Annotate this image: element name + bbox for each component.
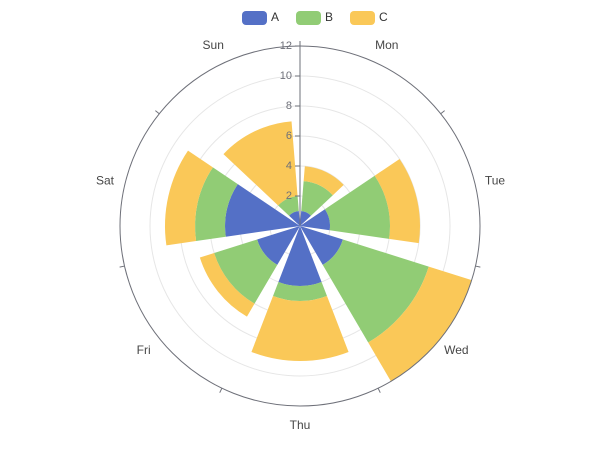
bar-segment-b-thu[interactable] xyxy=(273,281,327,301)
bar-segment-a-wed[interactable] xyxy=(300,226,343,265)
legend-label: C xyxy=(379,10,388,24)
bar-segment-c-thu[interactable] xyxy=(251,295,349,361)
legend-item-c[interactable]: C xyxy=(350,10,388,25)
radial-tick-label: 10 xyxy=(280,70,292,82)
bar-segment-a-thu[interactable] xyxy=(278,226,322,287)
legend-label: A xyxy=(271,10,279,24)
bar-segment-a-fri[interactable] xyxy=(257,226,300,265)
radial-tick-label: 4 xyxy=(286,160,292,172)
bar-segment-a-tue[interactable] xyxy=(300,209,331,231)
bar-segment-c-fri[interactable] xyxy=(199,253,255,317)
legend-swatch xyxy=(296,11,321,25)
radial-tick-label: 8 xyxy=(286,100,292,112)
legend[interactable]: A B C xyxy=(242,10,388,25)
bar-segment-a-sun[interactable] xyxy=(289,211,300,226)
category-label: Fri xyxy=(137,343,151,357)
bar-segment-a-mon[interactable] xyxy=(300,211,311,226)
bar-segment-a-sat[interactable] xyxy=(225,184,300,237)
angle-tick xyxy=(440,110,445,115)
angle-tick xyxy=(219,387,223,393)
category-label: Tue xyxy=(485,174,506,188)
legend-item-a[interactable]: A xyxy=(242,10,279,25)
angle-tick xyxy=(119,265,125,268)
axes: Mon Tue Wed Thu Fri Sat Sun 2 4 6 8 10 12 xyxy=(96,38,505,432)
bar-segment-c-mon[interactable] xyxy=(303,166,344,196)
legend-swatch xyxy=(350,11,375,25)
bar-segment-b-tue[interactable] xyxy=(324,175,390,239)
bar-segment-c-sat[interactable] xyxy=(165,150,213,246)
bar-segment-b-sat[interactable] xyxy=(195,167,238,242)
bar-segment-c-tue[interactable] xyxy=(374,158,420,244)
bars xyxy=(165,121,472,382)
bar-segment-b-wed[interactable] xyxy=(322,239,429,343)
category-label: Mon xyxy=(375,38,398,52)
angle-tick xyxy=(377,387,381,393)
legend-swatch xyxy=(242,11,267,25)
category-label: Sun xyxy=(203,38,224,52)
bar-segment-c-sun[interactable] xyxy=(223,121,298,206)
radial-tick-label: 2 xyxy=(286,190,292,202)
legend-label: B xyxy=(325,10,333,24)
angle-tick xyxy=(475,265,481,268)
radial-tick-label: 6 xyxy=(286,130,292,142)
legend-item-b[interactable]: B xyxy=(296,10,333,25)
bar-segment-b-mon[interactable] xyxy=(301,181,333,216)
bar-segment-b-sun[interactable] xyxy=(278,196,299,216)
category-label: Sat xyxy=(96,174,115,188)
radial-tick-label: 12 xyxy=(280,40,292,52)
angle-tick xyxy=(155,110,160,115)
category-label: Wed xyxy=(444,343,468,357)
bar-segment-b-fri[interactable] xyxy=(214,239,278,304)
bar-segment-c-wed[interactable] xyxy=(368,266,472,382)
category-label: Thu xyxy=(290,418,311,432)
